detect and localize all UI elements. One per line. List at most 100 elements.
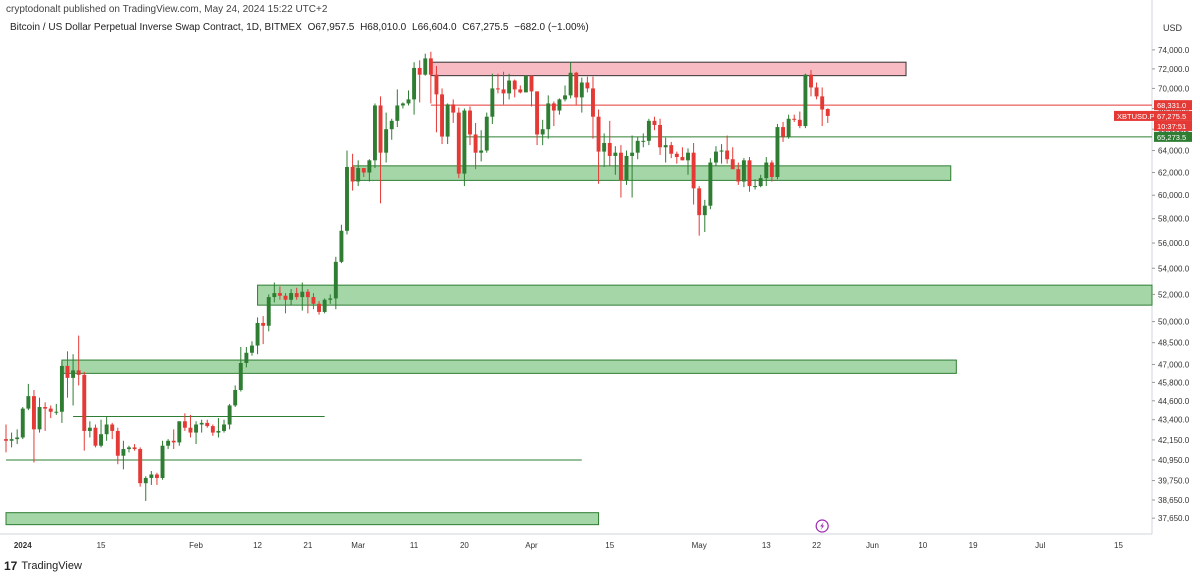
candle-body-65 bbox=[367, 160, 372, 173]
demand-zone-4 bbox=[5, 512, 600, 526]
candle-body-35 bbox=[199, 422, 204, 425]
x-tick-label-10: May bbox=[692, 541, 707, 550]
candle-body-75 bbox=[423, 58, 428, 75]
candle-body-135 bbox=[758, 178, 763, 187]
candle-body-33 bbox=[188, 427, 193, 433]
x-tick-label-7: 20 bbox=[460, 541, 469, 550]
ohlc-low: L66,604.0 bbox=[412, 22, 457, 33]
x-tick-label-17: 15 bbox=[1114, 541, 1123, 550]
candle-body-104 bbox=[585, 82, 590, 89]
candle-body-27 bbox=[154, 474, 159, 478]
candle-body-62 bbox=[350, 166, 355, 182]
candle-body-63 bbox=[356, 168, 361, 182]
candle-body-57 bbox=[322, 299, 327, 312]
candle-body-87 bbox=[490, 88, 495, 117]
candle-body-30 bbox=[171, 440, 176, 443]
x-tick-label-6: 11 bbox=[410, 541, 419, 550]
y-tick-label-11: 52,000.0 bbox=[1158, 290, 1190, 299]
candle-body-38 bbox=[216, 430, 221, 433]
demand-zone-1 bbox=[352, 165, 952, 181]
y-tick-label-5: 64,000.0 bbox=[1158, 147, 1190, 156]
candle-body-60 bbox=[339, 230, 344, 262]
demand-zone-3 bbox=[61, 359, 957, 374]
candle-body-133 bbox=[747, 160, 752, 187]
y-tick-label-16: 44,600.0 bbox=[1158, 397, 1190, 406]
price-label-bg-1 bbox=[1114, 110, 1154, 121]
candle-body-108 bbox=[607, 142, 612, 156]
candle-body-6 bbox=[37, 407, 42, 430]
candle-body-12 bbox=[71, 370, 76, 378]
candle-body-40 bbox=[227, 405, 232, 425]
symbol-name[interactable]: Bitcoin / US Dollar Perpetual Inverse Sw… bbox=[10, 22, 302, 33]
candle-body-45 bbox=[255, 322, 260, 346]
candle-body-73 bbox=[412, 67, 417, 100]
ohlc-change: −682.0 (−1.00%) bbox=[514, 22, 589, 33]
candle-body-113 bbox=[635, 140, 640, 153]
demand-zone-2 bbox=[257, 284, 1153, 306]
candle-body-142 bbox=[797, 119, 802, 127]
candle-body-44 bbox=[250, 345, 254, 353]
candle-body-18 bbox=[104, 424, 109, 435]
candle-body-52 bbox=[294, 293, 299, 298]
tradingview-footer: 17 TradingView bbox=[4, 559, 82, 573]
candle-body-53 bbox=[300, 291, 305, 298]
y-axis-label: USD bbox=[1163, 23, 1183, 33]
x-tick-label-0: 2024 bbox=[14, 541, 32, 550]
price-label-2: 67,275.5 bbox=[1157, 112, 1186, 121]
candle-body-107 bbox=[602, 142, 607, 152]
y-tick-label-15: 45,800.0 bbox=[1158, 378, 1190, 387]
candle-body-130 bbox=[730, 159, 735, 170]
candle-body-56 bbox=[317, 303, 322, 312]
candle-body-48 bbox=[272, 293, 277, 298]
candle-body-102 bbox=[574, 72, 579, 98]
candle-body-136 bbox=[764, 162, 769, 179]
candle-body-66 bbox=[372, 105, 377, 161]
y-tick-label-21: 38,650.0 bbox=[1158, 496, 1190, 505]
candle-body-50 bbox=[283, 295, 288, 300]
candle-body-2 bbox=[15, 437, 20, 440]
candle-body-0 bbox=[4, 439, 8, 441]
candle-body-121 bbox=[680, 157, 685, 161]
candle-body-115 bbox=[646, 120, 651, 141]
candle-body-28 bbox=[160, 445, 165, 478]
candle-body-20 bbox=[115, 430, 120, 456]
candle-body-123 bbox=[691, 152, 696, 189]
candle-body-96 bbox=[540, 129, 545, 135]
candle-body-138 bbox=[775, 127, 780, 178]
candle-body-117 bbox=[658, 125, 663, 148]
candle-body-88 bbox=[495, 88, 500, 90]
price-label-3: 10:37:51 bbox=[1157, 122, 1186, 131]
candle-body-21 bbox=[121, 449, 126, 456]
candle-body-7 bbox=[43, 407, 48, 409]
price-label-bg-4 bbox=[1154, 131, 1192, 142]
x-tick-label-14: 10 bbox=[918, 541, 927, 550]
x-tick-label-16: Jul bbox=[1035, 541, 1045, 550]
x-tick-label-8: Apr bbox=[525, 541, 538, 550]
candle-body-137 bbox=[769, 162, 774, 178]
candle-body-99 bbox=[557, 99, 562, 111]
publish-header: cryptodonalt published on TradingView.co… bbox=[6, 4, 328, 15]
candle-body-144 bbox=[809, 74, 813, 88]
candle-body-3 bbox=[20, 408, 25, 438]
price-label-1: XBTUSD.P bbox=[1117, 112, 1155, 121]
candle-body-111 bbox=[624, 155, 629, 181]
y-tick-label-6: 62,000.0 bbox=[1158, 169, 1190, 178]
candle-body-126 bbox=[708, 162, 713, 206]
candle-body-146 bbox=[820, 96, 825, 110]
candle-body-122 bbox=[686, 152, 690, 161]
candle-body-22 bbox=[127, 447, 131, 450]
candle-body-64 bbox=[361, 168, 366, 173]
candle-body-16 bbox=[93, 427, 98, 446]
candle-body-13 bbox=[76, 370, 81, 375]
candle-body-26 bbox=[149, 474, 154, 478]
candle-body-25 bbox=[143, 477, 148, 484]
candle-body-139 bbox=[781, 127, 786, 137]
candle-body-69 bbox=[389, 120, 394, 130]
candle-body-77 bbox=[434, 74, 439, 95]
candle-body-116 bbox=[652, 120, 657, 126]
candle-body-103 bbox=[579, 82, 584, 98]
candle-body-70 bbox=[395, 105, 400, 121]
candle-body-1 bbox=[9, 439, 14, 441]
candle-body-82 bbox=[462, 110, 467, 174]
